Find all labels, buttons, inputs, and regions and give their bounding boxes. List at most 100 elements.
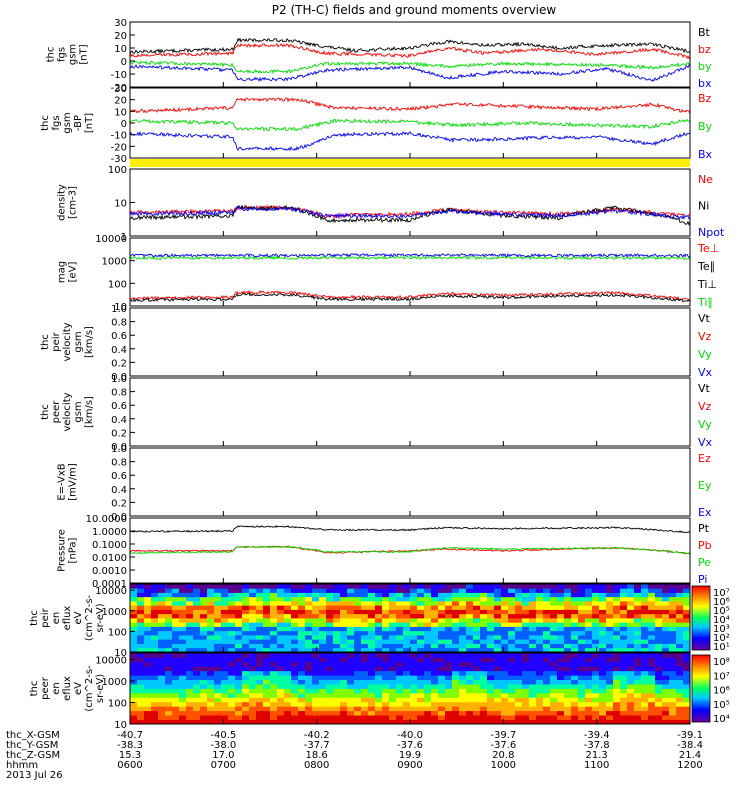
spectrogram-cell — [410, 684, 418, 689]
spectrogram-cell — [242, 661, 250, 667]
spectrogram-cell — [242, 701, 250, 707]
spectrogram-cell — [620, 675, 628, 681]
spectrogram-cell — [354, 657, 362, 663]
spectrogram-cell — [256, 657, 264, 663]
spectrogram-cell — [529, 613, 537, 619]
spectrogram-cell — [403, 679, 411, 685]
spectrogram-cell — [130, 630, 138, 636]
spectrogram-cell — [347, 643, 355, 649]
spectrogram-cell — [179, 618, 187, 623]
spectrogram-cell — [522, 675, 530, 681]
spectrogram-cell — [431, 584, 439, 589]
spectrogram-cell — [529, 684, 537, 689]
spectrogram-cell — [508, 675, 516, 681]
spectrogram-cell — [494, 647, 502, 653]
y-tick-label: -20 — [111, 142, 127, 153]
spectrogram-cell — [529, 618, 537, 623]
spectrogram-cell — [543, 657, 551, 663]
y-tick-label: 10 — [114, 44, 127, 55]
spectrogram-cell — [480, 630, 488, 636]
spectrogram-cell — [403, 684, 411, 689]
spectrogram-cell — [396, 697, 404, 703]
spectrogram-cell — [375, 670, 383, 676]
spectrogram-cell — [522, 596, 530, 602]
spectrogram-cell — [158, 601, 166, 606]
spectrogram-cell — [606, 592, 614, 598]
spectrogram-cell — [480, 701, 488, 707]
spectrogram-cell — [291, 592, 299, 598]
spectrogram-cell — [536, 692, 544, 698]
spectrogram-cell — [592, 609, 600, 615]
legend-entry: Pi — [698, 573, 707, 586]
spectrogram-cell — [144, 670, 152, 676]
spectrogram-cell — [298, 701, 306, 707]
spectrogram-cell — [438, 596, 446, 602]
spectrogram-cell — [291, 692, 299, 698]
spectrogram-cell — [305, 661, 313, 667]
spectrogram-cell — [669, 630, 677, 636]
spectrogram-cell — [382, 706, 390, 712]
spectrogram-cell — [473, 622, 481, 627]
spectrogram-cell — [487, 679, 495, 685]
colorbar-tick-label: 10⁴ — [713, 615, 730, 626]
spectrogram-cell — [326, 596, 334, 602]
spectrogram-cell — [473, 596, 481, 602]
spectrogram-cell — [508, 647, 516, 653]
spectrogram-cell — [543, 639, 551, 644]
spectrogram-cell — [592, 666, 600, 672]
spectrogram-cell — [319, 635, 327, 640]
spectrogram-cell — [361, 684, 369, 689]
spectrogram-cell — [151, 609, 159, 615]
spectrogram-cell — [221, 684, 229, 689]
spectrogram-cell — [200, 601, 208, 606]
spectrogram-cell — [536, 684, 544, 689]
spectrogram-cell — [375, 666, 383, 672]
spectrogram-cell — [249, 588, 257, 593]
spectrogram-cell — [151, 719, 159, 725]
spectrogram-cell — [172, 584, 180, 589]
spectrogram-cell — [333, 630, 341, 636]
spectrogram-cell — [284, 653, 292, 658]
spectrogram-cell — [165, 626, 173, 632]
spectrogram-cell — [333, 706, 341, 712]
spectrogram-cell — [207, 639, 215, 644]
spectrogram-cell — [277, 596, 285, 602]
spectrogram-cell — [207, 661, 215, 667]
y-axis-label: gsm — [62, 112, 73, 133]
spectrogram-cell — [564, 622, 572, 627]
spectrogram-cell — [130, 639, 138, 644]
spectrogram-cell — [487, 584, 495, 589]
spectrogram-cell — [186, 701, 194, 707]
spectrogram-cell — [508, 684, 516, 689]
spectrogram-cell — [550, 692, 558, 698]
spectrogram-cell — [641, 706, 649, 712]
spectrogram-cell — [543, 653, 551, 658]
spectrogram-cell — [557, 584, 565, 589]
spectrogram-cell — [431, 688, 439, 694]
spectrogram-cell — [669, 715, 677, 720]
spectrogram-cell — [347, 630, 355, 636]
spectrogram-cell — [200, 613, 208, 619]
spectrogram-cell — [305, 618, 313, 623]
spectrogram-cell — [228, 692, 236, 698]
spectrogram-cell — [347, 622, 355, 627]
spectrogram-cell — [662, 605, 670, 610]
spectrogram-cell — [669, 653, 677, 658]
spectrogram-cell — [473, 601, 481, 606]
spectrogram-cell — [340, 670, 348, 676]
spectrogram-cell — [613, 657, 621, 663]
y-tick-label: 0.6 — [111, 401, 127, 412]
spectrogram-cell — [389, 596, 397, 602]
spectrogram-cell — [263, 635, 271, 640]
spectrogram-cell — [277, 643, 285, 649]
spectrogram-cell — [179, 715, 187, 720]
spectrogram-cell — [263, 601, 271, 606]
spectrogram-cell — [305, 596, 313, 602]
spectrogram-cell — [186, 706, 194, 712]
spectrogram-cell — [669, 622, 677, 627]
spectrogram-cell — [655, 666, 663, 672]
spectrogram-cell — [263, 592, 271, 598]
spectrogram-cell — [564, 592, 572, 598]
spectrogram-cell — [501, 670, 509, 676]
